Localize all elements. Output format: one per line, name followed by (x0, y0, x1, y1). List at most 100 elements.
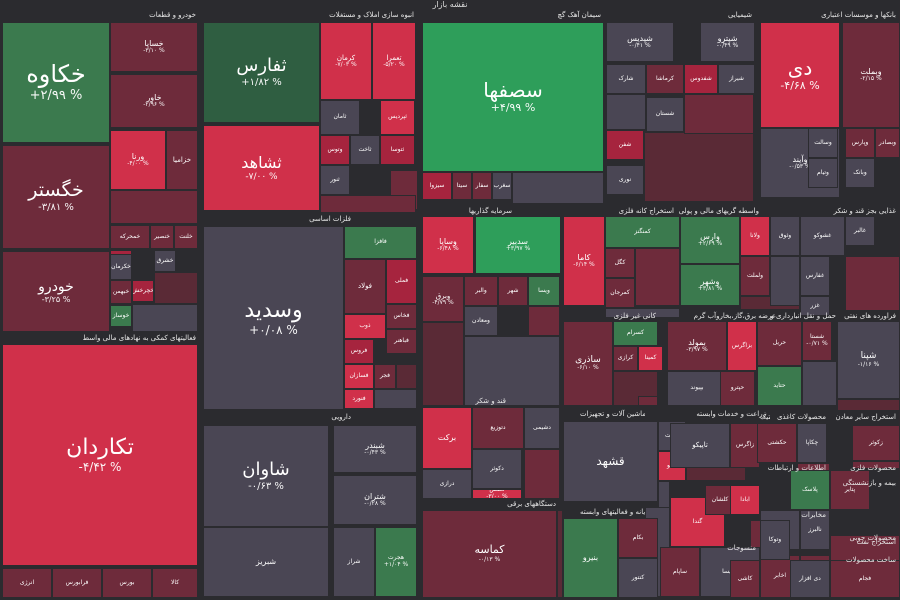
stock-cell[interactable]: شستان (646, 97, 684, 132)
stock-cell[interactable]: خمحرکه (110, 225, 150, 249)
stock-cell[interactable]: ولملت (740, 256, 770, 296)
stock-cell[interactable]: کرمان -۷/۰۳ % (320, 22, 372, 100)
stock-cell[interactable]: فجام (830, 560, 900, 598)
stock-cell[interactable]: دی -۴/۶۸ % (760, 22, 840, 128)
stock-cell[interactable]: شپترو -۰/۴۹ % (700, 22, 755, 62)
stock-cell[interactable]: ورنا -۴/۰۰ % (110, 130, 166, 190)
stock-cell[interactable]: شهر (498, 276, 528, 306)
stock-cell[interactable]: بزاگرس (727, 321, 757, 371)
stock-cell[interactable]: فافزا (344, 226, 417, 259)
stock-cell[interactable]: خچرخش (132, 280, 154, 302)
stock-cell[interactable]: زاگرس (730, 423, 760, 468)
stock-cell[interactable]: خکاوه +۲/۹۹ % (2, 22, 110, 143)
stock-cell[interactable]: شبریز (203, 527, 329, 597)
stock-cell[interactable]: وتوکا (760, 520, 790, 560)
stock-cell[interactable]: شفدوس (684, 64, 718, 94)
stock-cell[interactable]: غزر (800, 296, 830, 316)
stock-cell[interactable]: ثاخت (350, 135, 380, 165)
stock-cell[interactable]: وپارس (845, 128, 875, 158)
stock-cell[interactable]: بنیرو (563, 518, 618, 598)
stock-cell[interactable]: وتیام (808, 158, 838, 188)
stock-cell[interactable]: کالا (152, 568, 198, 598)
stock-cell[interactable]: بورس (102, 568, 152, 598)
stock-cell[interactable]: کرماشا (646, 64, 684, 94)
stock-cell[interactable]: وساپا -۶/۴۸ % (422, 216, 474, 274)
stock-cell[interactable]: چکاپا (797, 423, 827, 463)
stock-cell[interactable]: حکشتی (757, 423, 797, 463)
stock-cell[interactable]: شپدیس -۰/۴۱ % (606, 22, 674, 62)
stock-cell[interactable]: سفار (472, 172, 492, 200)
stock-cell[interactable]: وبملت -۲/۱۵ % (842, 22, 900, 128)
stock-cell[interactable]: کمنگنز (605, 216, 680, 248)
stock-cell[interactable]: فروس (344, 339, 374, 364)
stock-cell[interactable]: فخاس (386, 304, 417, 329)
stock-cell[interactable]: پلاسک (790, 470, 830, 510)
stock-cell[interactable]: شتران -۰/۲۸ % (333, 475, 417, 525)
stock-cell[interactable]: کمرجان (605, 278, 635, 308)
stock-cell[interactable]: حپترو (720, 371, 755, 406)
stock-cell[interactable]: فسازان (344, 364, 374, 389)
stock-cell[interactable]: شفن (606, 130, 644, 160)
stock-cell[interactable]: کماسه -۰/۱۳ % (422, 510, 557, 598)
stock-cell[interactable]: فجر (374, 364, 396, 389)
stock-cell[interactable]: خودرو -۳/۲۵ % (2, 251, 110, 332)
stock-cell[interactable]: شبندر -۰/۴۳ % (333, 425, 417, 473)
stock-cell[interactable]: حتاید (757, 366, 802, 406)
stock-cell[interactable]: برکت (422, 407, 472, 469)
stock-cell[interactable]: شپنا -۱/۱۶ % (837, 321, 900, 399)
stock-cell[interactable]: دکوثر (472, 449, 522, 489)
stock-cell[interactable]: سیتا (452, 172, 472, 200)
stock-cell[interactable]: دتوزیع (472, 407, 524, 449)
stock-cell[interactable]: شاوان -۰/۶۳ % (203, 425, 329, 527)
stock-cell[interactable]: انرژی (2, 568, 52, 598)
stock-cell[interactable]: تعمرا -۵/۲۰ % (372, 22, 416, 100)
stock-cell[interactable]: ویسا (528, 276, 560, 306)
stock-cell[interactable]: فنورد (344, 389, 374, 409)
stock-cell[interactable]: کگل (605, 248, 635, 278)
stock-cell[interactable]: زکوثر (852, 425, 900, 461)
stock-cell[interactable]: فرابورس (52, 568, 102, 598)
stock-cell[interactable]: شیراز (718, 64, 755, 94)
stock-cell[interactable]: خنصیر (150, 225, 174, 249)
stock-cell[interactable]: ومعادن (464, 306, 498, 336)
stock-cell[interactable]: شستا -۰/۷۱ % (802, 321, 832, 361)
stock-cell[interactable]: خلنت (174, 225, 198, 249)
stock-cell[interactable]: وبانک (845, 158, 875, 188)
stock-cell[interactable]: کاما -۶/۱۴ % (563, 216, 605, 306)
stock-cell[interactable]: دشیمی (524, 407, 560, 449)
stock-cell[interactable]: ثامان (320, 100, 360, 135)
stock-cell[interactable]: بمولد -۳/۹۷ % (667, 321, 727, 371)
stock-cell[interactable]: خگستر -۳/۸۱ % (2, 145, 110, 249)
stock-cell[interactable]: خزامیا (166, 130, 198, 190)
stock-cell[interactable]: سدبیر +۳/۹۷ % (475, 216, 561, 274)
stock-cell[interactable]: سیزوا (422, 172, 452, 200)
stock-cell[interactable]: غفارس (800, 256, 830, 296)
stock-cell[interactable]: شراز (333, 527, 375, 597)
stock-cell[interactable]: قنقش -۳/۰۰ % (472, 489, 522, 499)
stock-cell[interactable]: خاور -۲/۹۶ % (110, 74, 198, 128)
stock-cell[interactable]: کمینا (638, 346, 663, 371)
stock-cell[interactable]: والبر (464, 276, 498, 306)
stock-cell[interactable]: دی افزار (790, 560, 830, 598)
stock-cell[interactable]: کنتور (618, 558, 658, 598)
stock-cell[interactable]: وارس +۲/۶۹ % (680, 216, 740, 264)
stock-cell[interactable]: نوری (606, 165, 644, 195)
stock-cell[interactable]: خکرمان (110, 254, 132, 280)
stock-cell[interactable]: ساذری -۶/۱۰ % (563, 321, 613, 406)
stock-cell[interactable]: نالبرز (800, 510, 830, 550)
stock-cell[interactable]: غشوکو (800, 216, 845, 256)
stock-cell[interactable]: فملی (386, 259, 417, 304)
stock-cell[interactable]: وثوق (770, 216, 800, 256)
stock-cell[interactable]: قشهد (563, 421, 658, 502)
stock-cell[interactable]: تکاردان -۴/۴۲ % (2, 344, 198, 566)
stock-cell[interactable]: خشرق (154, 250, 176, 272)
stock-cell[interactable]: پتایر (830, 470, 870, 510)
stock-cell[interactable]: ذوب (344, 314, 386, 339)
stock-cell[interactable]: ثپردیس (380, 100, 415, 135)
stock-cell[interactable]: تاپیکو (670, 423, 730, 468)
stock-cell[interactable]: ابادا (730, 485, 760, 515)
stock-cell[interactable]: کرازی (613, 346, 638, 371)
stock-cell[interactable]: غالبر (845, 216, 875, 246)
stock-cell[interactable]: خبهمن (110, 280, 132, 304)
stock-cell[interactable]: ثفارس +۱/۸۲ % (203, 22, 320, 123)
